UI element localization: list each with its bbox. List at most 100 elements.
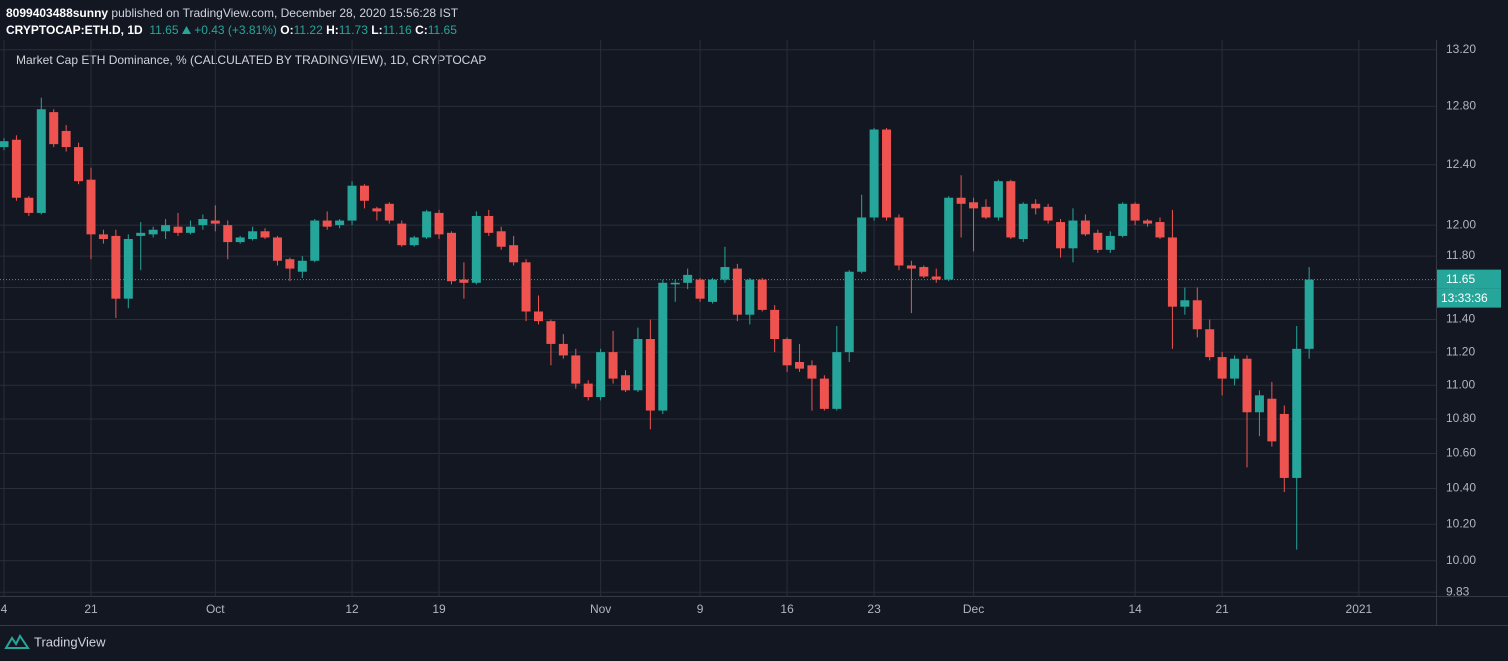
ohlc-value: 11.16 [382,23,412,37]
footer-logo [4,634,30,649]
candle-body [185,226,195,233]
candle-body [931,276,941,280]
candle-body [335,220,345,226]
candle-body [285,259,295,269]
candle-body [857,217,867,272]
last-price-box [1437,269,1501,289]
candle-body [533,311,543,322]
candle-body [1118,203,1128,236]
x-tick-label: 21 [84,602,98,616]
candle-body [795,362,805,369]
candle-body [161,225,171,232]
y-tick-label: 10.60 [1446,446,1476,460]
candle-body [61,130,71,148]
candle-body [1267,398,1277,442]
candle-body [111,235,121,299]
candle-body [235,237,245,243]
ohlc-label: L: [371,23,383,37]
candle-body [1230,358,1240,379]
candle-body [844,271,854,353]
candle-body [782,339,792,366]
plot [0,40,1436,596]
ohlc-value: 11.65 [427,23,457,37]
y-tick-label: 11.00 [1446,377,1475,391]
candle-body [1043,206,1053,221]
candle-body [807,365,817,379]
y-tick-label: 12.80 [1446,99,1476,113]
y-tick-label: 10.20 [1446,516,1476,530]
x-tick-label: Oct [206,602,225,616]
candle-body [596,352,606,398]
candle-body [720,267,730,280]
up-arrow [181,26,191,34]
candle-body [1031,203,1041,209]
ohlc-value: 11.22 [293,23,323,37]
candle-body [173,226,183,233]
x-tick-label: 16 [780,602,794,616]
candle-body [372,208,382,212]
candle-body [832,352,842,409]
candle-body [297,260,307,272]
candle-body [148,229,158,235]
candle-body [993,181,1003,218]
candle-body [1192,300,1202,330]
candle-body [608,352,618,379]
candle-body [906,265,916,269]
candle-body [1006,181,1016,238]
candle-body [770,309,780,340]
candle-body [210,220,220,224]
chart-title: Market Cap ETH Dominance, % (CALCULATED … [16,53,486,67]
last-price-label: 11.65 [1446,272,1475,286]
candle-body [919,267,929,277]
candle-body [882,129,892,218]
ohlc-label: O: [280,23,294,37]
candle-body [1105,235,1115,250]
candle-body [670,282,680,285]
candle-body [571,355,581,384]
candle-body [1155,222,1165,238]
ohlc-label: H: [326,23,339,37]
candle-body [1254,395,1264,413]
candle-body [123,239,133,299]
candle-body [484,215,494,233]
candle-body [384,203,394,221]
candle-body [521,262,531,312]
candle-body [757,279,767,310]
y-tick-label: 13.20 [1446,42,1476,56]
candle-body [49,112,59,145]
candle-body [1292,348,1302,478]
candle-body [248,231,258,240]
candle-body [136,232,146,236]
candle-body [1093,232,1103,250]
y-tick-label: 10.00 [1446,553,1476,567]
candle-body [1217,357,1227,379]
y-tick-label: 12.00 [1446,217,1476,231]
candle-body [1242,358,1252,413]
x-tick-label: 23 [867,602,881,616]
candle-body [1056,222,1066,249]
x-tick-label: 21 [1215,602,1229,616]
x-tick-label: Nov [590,602,611,616]
candle-body [198,219,208,226]
candle-body [695,279,705,299]
y-tick-label: 9.83 [1446,584,1470,598]
candle-body [446,232,456,282]
x-tick-label: 14 [1128,602,1142,616]
x-tick-label: 12 [345,602,359,616]
countdown-box [1437,288,1501,308]
candle-body [86,179,96,235]
candle-body [1205,329,1215,358]
ohlc-label: C: [415,23,428,37]
y-tick-label: 11.80 [1446,248,1475,262]
candle-body [496,231,506,247]
candle-body [434,212,444,235]
candle-body [894,217,904,266]
candle-body [683,274,693,283]
candle-body [310,220,320,261]
candle-body [745,279,755,315]
symbol: CRYPTOCAP:ETH.D, 1D [6,23,143,37]
candle-body [969,202,979,209]
candle-body [1018,203,1028,240]
ohlc-value: 11.73 [338,23,368,37]
candle-body [397,223,407,246]
